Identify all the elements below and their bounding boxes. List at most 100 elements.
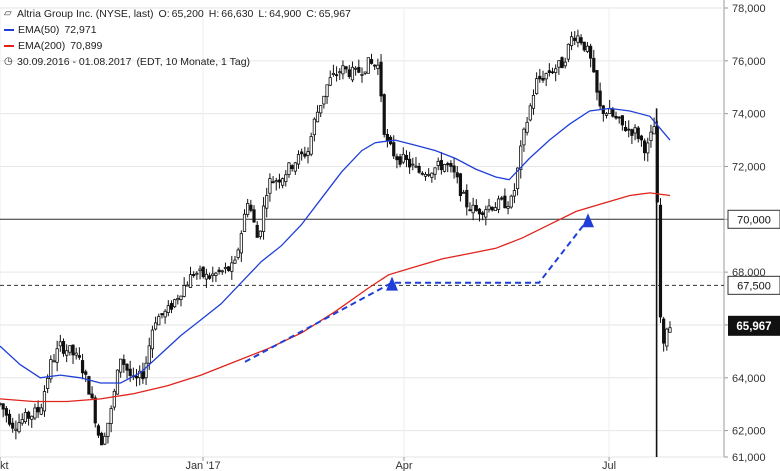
- candle-body: [265, 195, 269, 209]
- legend-ema50-row: EMA(50) 72,971: [4, 22, 351, 38]
- candle-body: [630, 129, 634, 136]
- legend-title-row: ▱ Altria Group Inc. (NYSE, last) O: 65,2…: [4, 6, 351, 22]
- candle-body: [223, 267, 228, 270]
- candle-body: [36, 406, 40, 413]
- ema-line: [0, 192, 671, 403]
- candle-body: [462, 191, 466, 194]
- candle-body: [665, 328, 669, 347]
- candle-body: [274, 180, 278, 183]
- candle-body: [233, 259, 237, 264]
- instrument-title: Altria Group Inc. (NYSE, last): [17, 8, 154, 20]
- candle-body: [401, 153, 405, 163]
- candle-body: [185, 284, 189, 287]
- candle-body: [61, 341, 66, 354]
- ohlc-low-label: L:: [258, 8, 268, 20]
- candle-body: [211, 273, 215, 277]
- candle-body: [119, 358, 123, 373]
- candle-body: [633, 127, 637, 134]
- candle-body: [0, 403, 2, 405]
- candle-body: [192, 273, 196, 276]
- candle-body: [439, 160, 443, 171]
- candle-body: [147, 345, 151, 364]
- candle-body: [112, 390, 116, 408]
- candle-body: [100, 432, 104, 446]
- candle-body: [33, 407, 37, 419]
- candle-body: [4, 408, 8, 416]
- legend-range-row: ◷ 30.09.2016 - 01.08.2017 (EDT, 10 Monat…: [4, 54, 351, 70]
- candle-body: [150, 329, 155, 350]
- candle-body: [662, 318, 666, 344]
- candle-body: [652, 126, 656, 135]
- candle-body: [366, 57, 370, 74]
- candle-body: [354, 67, 358, 70]
- y-tick-label: 72,000: [732, 161, 766, 173]
- price-tags: 70,000 67,500 65,967: [727, 209, 780, 336]
- y-tick-label: 61,000: [732, 452, 766, 464]
- candle-body: [541, 78, 545, 81]
- ohlc-open-value: 65,200: [171, 8, 204, 20]
- candle-body: [65, 350, 69, 356]
- candle-body: [585, 45, 590, 52]
- candle-body: [7, 413, 12, 425]
- candle-body: [449, 163, 453, 167]
- candle-body: [341, 65, 345, 75]
- candle-body: [642, 140, 647, 154]
- candle-body: [547, 70, 551, 73]
- candle-body: [303, 153, 307, 157]
- candle-body: [90, 393, 94, 399]
- candle-body: [436, 160, 440, 167]
- candle-body: [52, 360, 56, 363]
- candle-body: [566, 43, 570, 60]
- candle-body: [468, 209, 472, 212]
- candle-body: [611, 108, 615, 117]
- candle-body: [281, 178, 285, 186]
- candle-body: [423, 173, 428, 177]
- candle-body: [557, 60, 561, 68]
- candle-body: [414, 165, 418, 168]
- candle-body: [300, 151, 304, 155]
- candle-body: [560, 57, 564, 69]
- ema-line: [0, 107, 671, 384]
- candle-body: [157, 316, 161, 326]
- candle-body: [408, 158, 412, 168]
- date-range-note: (EDT, 10 Monate, 1 Tag): [136, 56, 251, 68]
- candle-body: [204, 273, 208, 280]
- candle-body: [58, 341, 62, 347]
- candle-body: [373, 64, 377, 67]
- level-tag-box: [727, 209, 780, 229]
- candle-body: [604, 113, 609, 116]
- candle-body: [258, 230, 262, 238]
- candle-body: [512, 190, 517, 197]
- chart-legend: ▱ Altria Group Inc. (NYSE, last) O: 65,2…: [4, 6, 351, 70]
- candle-body: [395, 156, 399, 161]
- candle-body: [452, 165, 456, 173]
- candle-body: [331, 72, 336, 75]
- candle-body: [471, 204, 475, 214]
- candle-body: [595, 70, 599, 93]
- candle-body: [347, 69, 351, 78]
- ohlc-open-label: O:: [158, 8, 170, 20]
- candle-body: [214, 272, 218, 276]
- candle-body: [582, 41, 586, 51]
- date-range: 30.09.2016 - 01.08.2017: [17, 56, 132, 68]
- candle-body: [230, 262, 234, 272]
- candle-body: [277, 179, 282, 183]
- projection-arrowhead: [386, 276, 398, 291]
- candle-body: [442, 164, 447, 172]
- candle-body: [506, 206, 510, 209]
- candle-body: [531, 94, 536, 109]
- grid-layer: [0, 7, 724, 458]
- candle-body: [74, 352, 78, 356]
- candle-body: [122, 359, 126, 365]
- candle-body: [1, 403, 5, 410]
- ema-layer: [0, 107, 671, 403]
- y-tick-label: 74,000: [732, 109, 766, 121]
- level-tag-box: [727, 275, 780, 295]
- candle-body: [484, 209, 488, 218]
- candle-body: [363, 71, 367, 74]
- candle-body: [544, 73, 548, 80]
- candle-body: [17, 422, 21, 433]
- candle-body: [636, 127, 640, 139]
- candle-body: [296, 154, 301, 165]
